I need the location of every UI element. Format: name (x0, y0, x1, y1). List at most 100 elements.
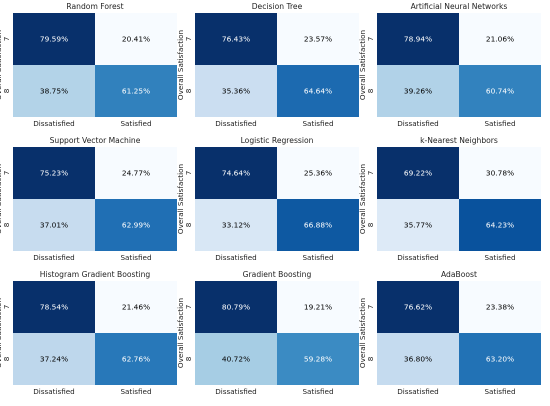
cell-label: 79.59% (40, 35, 68, 44)
x-tick-label: Dissatisfied (33, 387, 75, 396)
heatmap-cell (277, 281, 359, 333)
cell-label: 25.36% (304, 169, 332, 178)
panel-title: Random Forest (66, 2, 123, 11)
y-tick-label: 7 (366, 305, 375, 310)
cell-label: 21.46% (122, 303, 150, 312)
y-tick-label: 7 (184, 171, 193, 176)
y-tick-label: 8 (366, 88, 375, 93)
cell-label: 62.99% (122, 221, 150, 230)
cell-label: 60.74% (486, 87, 514, 96)
heatmap-cell (195, 333, 277, 385)
cell-label: 35.36% (222, 87, 250, 96)
heatmap-cell (95, 281, 177, 333)
y-tick-label: 7 (2, 37, 11, 42)
cell-label: 40.72% (222, 355, 250, 364)
cell-label: 78.54% (40, 303, 68, 312)
panel-title: AdaBoost (441, 270, 477, 279)
y-axis-label: Overall Satisfaction (0, 164, 3, 234)
cell-label: 78.94% (404, 35, 432, 44)
y-tick-label: 8 (2, 88, 11, 93)
cell-label: 62.76% (122, 355, 150, 364)
cell-label: 64.64% (304, 87, 332, 96)
y-tick-label: 8 (184, 356, 193, 361)
y-tick-label: 7 (2, 171, 11, 176)
heatmap-cell (95, 147, 177, 199)
cell-label: 64.23% (486, 221, 514, 230)
heatmap-cell (377, 147, 459, 199)
y-axis-label: Overall Satisfaction (176, 164, 185, 234)
y-tick-label: 8 (2, 356, 11, 361)
cell-label: 66.88% (304, 221, 332, 230)
y-tick-label: 8 (184, 222, 193, 227)
cell-label: 80.79% (222, 303, 250, 312)
heatmap-cell (13, 65, 95, 117)
cell-label: 38.75% (40, 87, 68, 96)
cell-label: 37.24% (40, 355, 68, 364)
panel-title: Artificial Neural Networks (411, 2, 508, 11)
heatmap-cell (277, 13, 359, 65)
x-tick-label: Dissatisfied (215, 387, 257, 396)
cell-label: 61.25% (122, 87, 150, 96)
x-tick-label: Satisfied (302, 119, 333, 128)
y-tick-label: 7 (2, 305, 11, 310)
panel-title: Decision Tree (252, 2, 303, 11)
y-axis-label: Overall Satisfaction (358, 164, 367, 234)
y-tick-label: 7 (366, 37, 375, 42)
heatmap-cell (459, 281, 541, 333)
heatmap-cell (459, 199, 541, 251)
y-tick-label: 8 (2, 222, 11, 227)
x-tick-label: Satisfied (484, 387, 515, 396)
x-tick-label: Dissatisfied (33, 253, 75, 262)
cell-label: 33.12% (222, 221, 250, 230)
heatmap-cell (195, 147, 277, 199)
panel-title: Support Vector Machine (50, 136, 141, 145)
x-tick-label: Satisfied (302, 253, 333, 262)
cell-label: 37.01% (40, 221, 68, 230)
heatmap-cell (13, 281, 95, 333)
heatmap-cell (377, 13, 459, 65)
heatmap-cell (277, 199, 359, 251)
y-tick-label: 8 (366, 222, 375, 227)
x-tick-label: Dissatisfied (215, 119, 257, 128)
heatmap-cell (195, 281, 277, 333)
heatmap-cell (195, 65, 277, 117)
cell-label: 23.38% (486, 303, 514, 312)
cell-label: 76.62% (404, 303, 432, 312)
heatmap-cell (377, 199, 459, 251)
y-axis-label: Overall Satisfaction (358, 30, 367, 100)
y-axis-label: Overall Satisfaction (176, 30, 185, 100)
x-tick-label: Dissatisfied (215, 253, 257, 262)
cell-label: 35.77% (404, 221, 432, 230)
cell-label: 30.78% (486, 169, 514, 178)
heatmap-cell (459, 147, 541, 199)
cell-label: 39.26% (404, 87, 432, 96)
heatmap-cell (195, 13, 277, 65)
heatmap-cell (377, 65, 459, 117)
cell-label: 63.20% (486, 355, 514, 364)
cell-label: 23.57% (304, 35, 332, 44)
x-tick-label: Satisfied (120, 119, 151, 128)
x-tick-label: Dissatisfied (397, 387, 439, 396)
y-axis-label: Overall Satisfaction (358, 298, 367, 368)
heatmap-cell (277, 65, 359, 117)
y-tick-label: 7 (184, 37, 193, 42)
heatmap-cell (277, 147, 359, 199)
panel-title: Gradient Boosting (243, 270, 312, 279)
heatmap-cell (95, 65, 177, 117)
panel-title: k-Nearest Neighbors (420, 136, 498, 145)
panel-title: Logistic Regression (241, 136, 314, 145)
heatmap-cell (459, 13, 541, 65)
x-tick-label: Satisfied (120, 253, 151, 262)
panel-title: Histogram Gradient Boosting (40, 270, 151, 279)
y-tick-label: 7 (366, 171, 375, 176)
cell-label: 21.06% (486, 35, 514, 44)
x-tick-label: Dissatisfied (33, 119, 75, 128)
heatmap-cell (277, 333, 359, 385)
x-tick-label: Satisfied (484, 119, 515, 128)
heatmap-cell (13, 147, 95, 199)
cell-label: 20.41% (122, 35, 150, 44)
x-tick-label: Satisfied (484, 253, 515, 262)
heatmap-cell (95, 199, 177, 251)
y-axis-label: Overall Satisfaction (0, 298, 3, 368)
y-tick-label: 8 (366, 356, 375, 361)
